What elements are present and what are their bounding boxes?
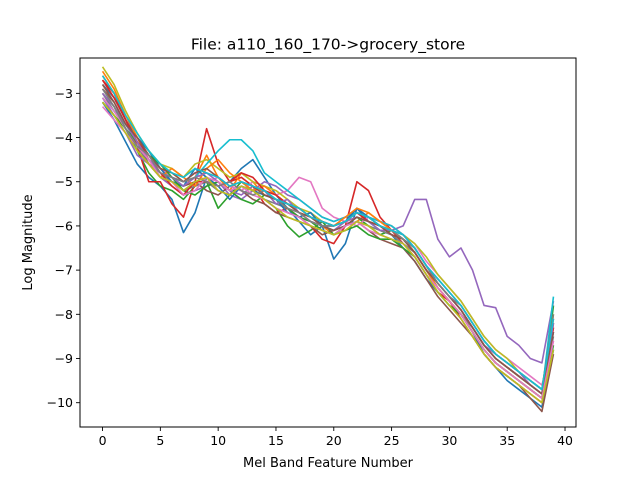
series-line-1 [101,101,555,408]
x-tick-label: 30 [441,433,457,448]
x-tick-label: 5 [156,433,164,448]
y-tick-label: −5 [55,174,73,189]
x-tick-label: 40 [557,433,573,448]
series-line-20 [101,75,555,391]
series-line-19 [101,101,555,404]
y-tick-label: −8 [55,307,73,322]
x-axis: 0 5 10 15 20 25 30 35 40 [99,427,573,448]
y-tick-label: −4 [55,130,73,145]
y-tick-label: −10 [47,395,73,410]
chart-title: File: a110_160_170->grocery_store [191,36,465,55]
x-tick-label: 20 [326,433,342,448]
x-tick-label: 0 [99,433,107,448]
series-lines [101,66,555,413]
x-tick-label: 15 [268,433,284,448]
plot-frame [79,57,577,428]
y-tick-label: −6 [55,218,73,233]
y-axis-label: Log Magnitude [21,194,36,290]
x-tick-label: 25 [384,433,400,448]
y-tick-label: −9 [55,351,73,366]
x-axis-label: Mel Band Feature Number [243,456,414,471]
y-tick-label: −3 [55,86,73,101]
x-tick-label: 10 [210,433,226,448]
y-tick-label: −7 [55,263,73,278]
x-tick-label: 35 [499,433,515,448]
series-line-16 [101,84,555,395]
y-axis: −3 −4 −5 −6 −7 −8 −9 −10 [47,86,80,410]
